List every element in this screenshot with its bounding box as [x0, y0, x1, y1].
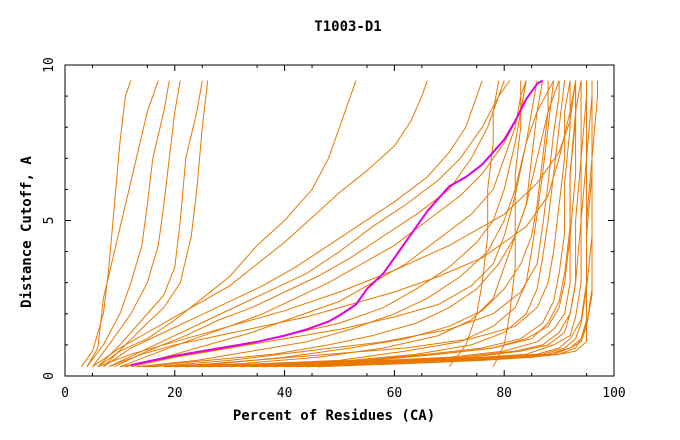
series-line-8 — [92, 80, 428, 368]
x-tick-label: 20 — [167, 386, 183, 401]
series-line-25 — [492, 80, 522, 367]
y-axis-ticks: 0 5 10 — [42, 57, 614, 380]
x-axis-title: Percent of Residues (CA) — [233, 408, 435, 424]
y-tick-label: 0 — [42, 372, 57, 380]
series-line-12 — [119, 80, 527, 368]
series-line-9 — [103, 80, 483, 368]
series-line-6 — [103, 80, 209, 368]
series-line-13 — [125, 80, 527, 368]
series-line-4 — [92, 80, 181, 368]
highlight-series-line — [130, 79, 544, 367]
series-line-24 — [448, 80, 500, 368]
x-tick-label: 0 — [61, 386, 69, 401]
series-line-1 — [81, 80, 132, 367]
series-line-33 — [284, 80, 593, 368]
series-line-22 — [108, 80, 577, 368]
series-line-38 — [174, 80, 571, 368]
series-line-19 — [163, 80, 560, 368]
series-line-39 — [152, 80, 560, 368]
series-line-23 — [97, 80, 577, 368]
series-line-17 — [119, 80, 555, 368]
x-tick-label: 80 — [496, 386, 512, 401]
series-layer — [81, 80, 598, 368]
highlight-layer — [130, 79, 544, 367]
chart-title: T1003-D1 — [314, 19, 381, 35]
series-line-3 — [86, 80, 170, 368]
series-line-40 — [317, 80, 598, 368]
series-line-2 — [86, 80, 159, 367]
x-tick-label: 100 — [602, 386, 625, 401]
series-line-5 — [97, 80, 203, 368]
y-tick-label: 10 — [42, 57, 57, 73]
series-line-35 — [207, 80, 577, 368]
series-line-18 — [147, 80, 549, 368]
y-axis-title: Distance Cutoff, A — [19, 156, 35, 308]
series-line-16 — [141, 80, 544, 368]
series-line-11 — [114, 80, 511, 368]
x-tick-label: 60 — [387, 386, 403, 401]
series-line-10 — [108, 80, 505, 368]
x-axis-ticks: 0 20 40 60 80 100 — [61, 65, 626, 401]
y-tick-label: 5 — [42, 217, 57, 225]
series-line-7 — [97, 80, 357, 368]
x-tick-label: 40 — [277, 386, 293, 401]
